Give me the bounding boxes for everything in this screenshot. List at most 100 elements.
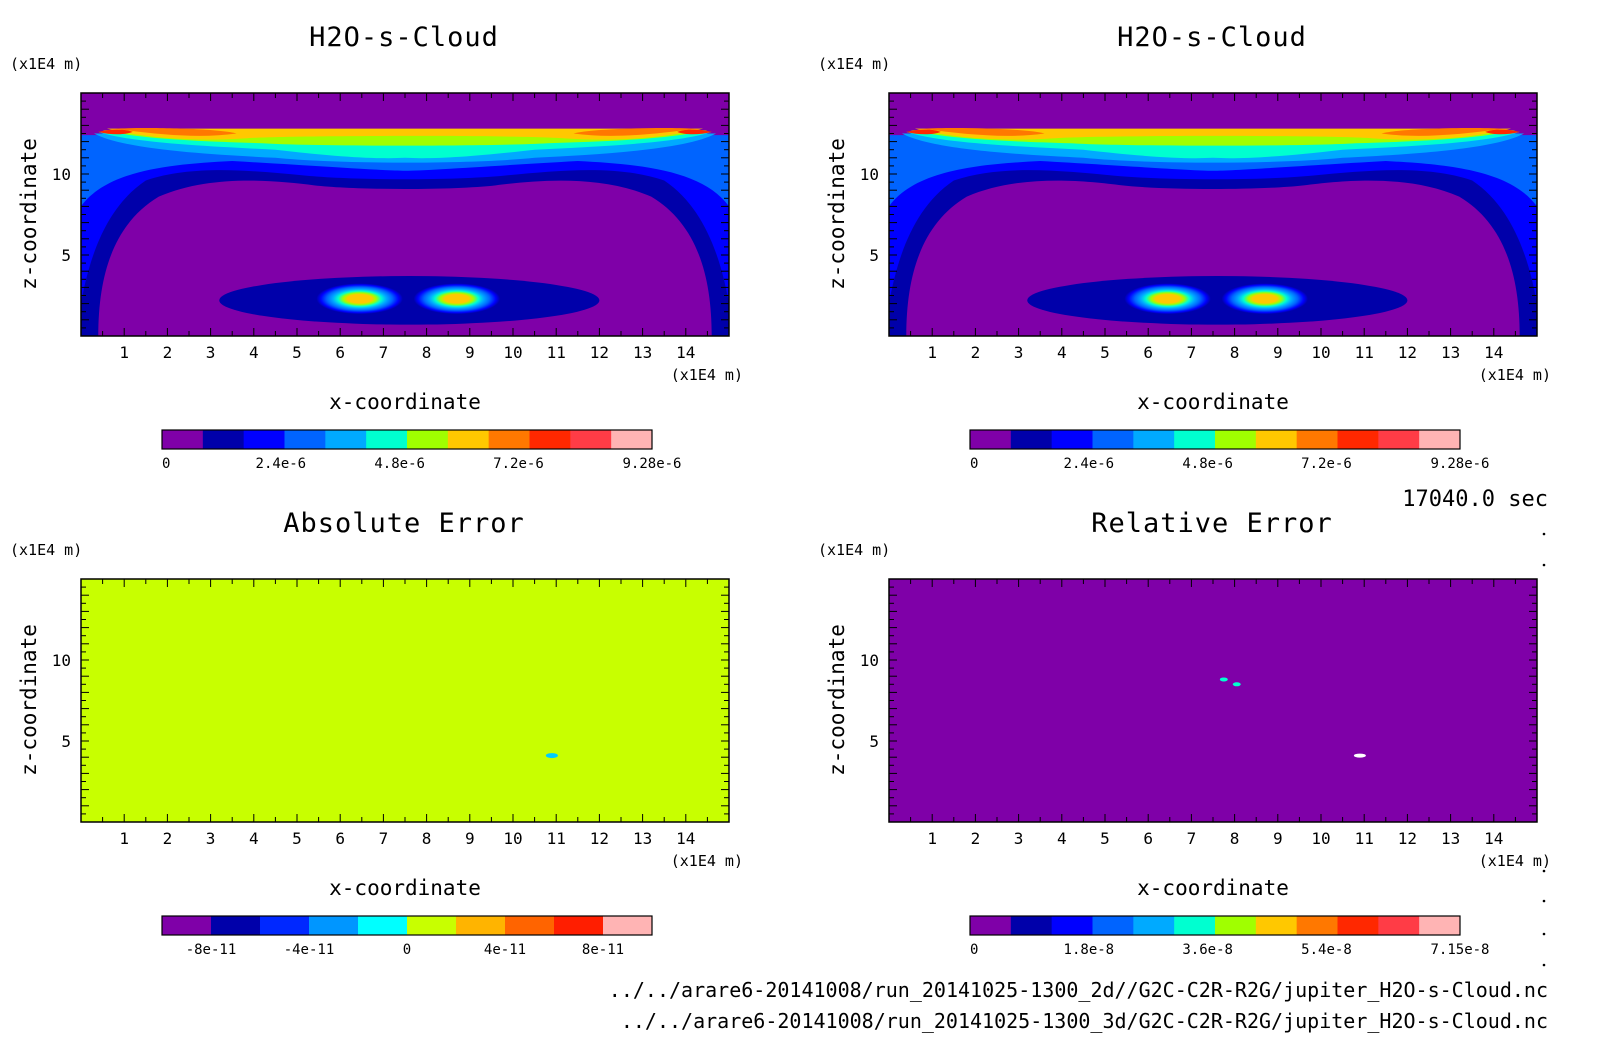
cloud-bubble: [1124, 283, 1211, 315]
colorbar-tick-label: 0: [403, 942, 411, 958]
x-tick-label: 10: [1311, 829, 1330, 848]
panel-title: H2O-s-Cloud: [309, 22, 499, 53]
z-axis-title: z-coordinate: [17, 138, 41, 290]
x-tick-label: 3: [1014, 343, 1024, 362]
panel-top-right: H2O-s-Cloud(x1E4 m)1 2 3 4 5 6 7 8 9 10 11 12 13 1451…: [818, 22, 1551, 472]
z-unit-label: (x1E4 m): [10, 541, 82, 559]
x-unit-label: (x1E4 m): [1479, 366, 1551, 384]
colorbar-swatch: [505, 916, 555, 935]
z-tick-label: 10: [52, 651, 71, 670]
colorbar-swatch: [309, 916, 359, 935]
x-tick-label: 13: [633, 343, 652, 362]
colorbar-swatch: [1419, 430, 1461, 449]
tick-marks: [81, 579, 729, 822]
x-tick-label: 13: [1441, 829, 1460, 848]
panel-title: Relative Error: [1091, 508, 1333, 539]
panel-bottom-right: Relative Error(x1E4 m)1 2 3 4 5 6 7 8 9 10 11 12 13 1…: [818, 508, 1551, 958]
colorbar-tick-label: 0: [970, 942, 978, 958]
z-unit-label: (x1E4 m): [818, 541, 890, 559]
colorbar-swatch: [162, 916, 212, 935]
x-tick-label: 8: [422, 829, 432, 848]
colorbar-swatch: [570, 430, 612, 449]
x-tick-label: 2: [971, 829, 981, 848]
x-tick-label: 1: [927, 829, 937, 848]
field-abs: [81, 579, 729, 822]
error-feature: [545, 753, 558, 759]
x-axis-title: x-coordinate: [329, 390, 481, 414]
x-tick-label: 7: [1187, 829, 1197, 848]
colorbar: 0 2.4e-6 4.8e-6 7.2e-6 9.28e-6: [161, 429, 682, 472]
colorbar-swatch: [1255, 916, 1298, 935]
colorbar-swatch: [1378, 430, 1420, 449]
bubble-envelope: [219, 276, 600, 325]
x-tick-label: 5: [1100, 343, 1110, 362]
colorbar-swatch: [970, 430, 1012, 449]
x-tick-label: 13: [633, 829, 652, 848]
colorbar-tick-label: 9.28e-6: [1430, 456, 1489, 472]
colorbar-tick-label: 2.4e-6: [256, 456, 307, 472]
x-tick-label: 2: [163, 829, 173, 848]
x-tick-label: 6: [335, 343, 345, 362]
margin-dot: [1542, 899, 1546, 903]
colorbar-tick-label: 4.8e-6: [1182, 456, 1233, 472]
panel-title: Absolute Error: [283, 508, 525, 539]
x-tick-label: 2: [163, 343, 173, 362]
x-tick-label: 8: [422, 343, 432, 362]
colorbar-tick-label: 0: [162, 456, 170, 472]
colorbar-tick-label: 7.15e-8: [1430, 942, 1489, 958]
colorbar-swatch: [603, 916, 653, 935]
x-tick-label: 9: [1273, 829, 1283, 848]
x-axis-title: x-coordinate: [1137, 876, 1289, 900]
bubble-envelope: [1027, 276, 1408, 325]
margin-dot: [1542, 869, 1546, 873]
x-tick-label: 3: [206, 343, 216, 362]
tick-marks: [889, 93, 1537, 336]
x-tick-label: 10: [503, 829, 522, 848]
field-rel: [889, 579, 1537, 822]
colorbar-tick-label: 9.28e-6: [622, 456, 681, 472]
colorbar-swatch: [211, 916, 261, 935]
x-tick-label: 2: [971, 343, 981, 362]
colorbar-tick-label: 4e-11: [484, 942, 526, 958]
colorbar-swatch: [325, 430, 367, 449]
colorbar-swatch: [366, 430, 408, 449]
colorbar: -8e-11 -4e-11 0 4e-11 8e-11: [161, 915, 653, 958]
x-tick-label: 8: [1230, 829, 1240, 848]
z-tick-label: 5: [61, 246, 71, 265]
z-tick-label: 5: [869, 732, 879, 751]
x-tick-label: 6: [335, 829, 345, 848]
colorbar-swatch: [529, 430, 571, 449]
colorbar-swatch: [456, 916, 506, 935]
colorbar-swatch: [1092, 430, 1134, 449]
x-tick-label: 11: [1355, 829, 1374, 848]
colorbar-swatch: [1337, 916, 1379, 935]
colorbar-swatch: [1133, 916, 1175, 935]
z-unit-label: (x1E4 m): [818, 55, 890, 73]
x-tick-label: 14: [676, 829, 695, 848]
x-tick-label: 10: [1311, 343, 1330, 362]
z-axis-title: z-coordinate: [825, 138, 849, 290]
x-tick-label: 5: [292, 343, 302, 362]
colorbar-tick-label: 4.8e-6: [374, 456, 425, 472]
x-tick-label: 9: [465, 343, 475, 362]
colorbar-frame: [161, 429, 653, 450]
cloud-contour-band: [115, 128, 695, 136]
x-tick-label: 5: [1100, 829, 1110, 848]
cloud-contour-band: [914, 128, 1512, 140]
tick-marks: [81, 93, 729, 336]
colorbar-swatch: [1051, 430, 1093, 449]
z-unit-label: (x1E4 m): [10, 55, 82, 73]
colorbar-swatch: [611, 430, 653, 449]
x-tick-label: 14: [1484, 343, 1503, 362]
colorbar-swatch: [1010, 430, 1053, 449]
x-tick-label: 4: [1057, 829, 1067, 848]
colorbar-swatch: [1215, 430, 1257, 449]
margin-dot: [1542, 563, 1546, 567]
x-tick-label: 7: [1187, 343, 1197, 362]
x-tick-label: 13: [1441, 343, 1460, 362]
x-tick-label: 12: [590, 829, 609, 848]
cloud-bubble: [1221, 283, 1309, 315]
colorbar-tick-label: 7.2e-6: [493, 456, 544, 472]
z-tick-label: 10: [860, 165, 879, 184]
z-tick-label: 10: [52, 165, 71, 184]
